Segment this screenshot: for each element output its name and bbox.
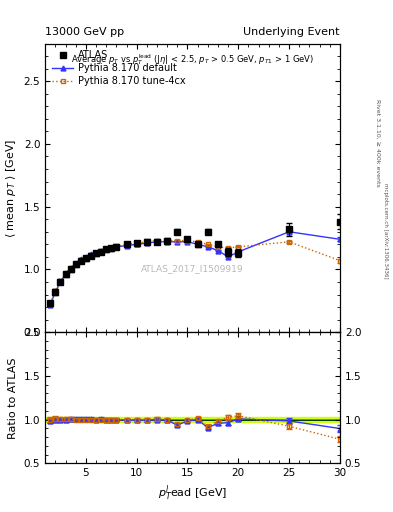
ATLAS (109, 245, 114, 251)
Text: 13000 GeV pp: 13000 GeV pp (45, 27, 124, 37)
Line: ATLAS: ATLAS (48, 219, 343, 306)
X-axis label: $p_T^l$ead [GeV]: $p_T^l$ead [GeV] (158, 484, 227, 503)
ATLAS (114, 244, 119, 250)
ATLAS (73, 261, 78, 267)
ATLAS (53, 289, 58, 295)
ATLAS (68, 266, 73, 272)
ATLAS (287, 226, 292, 232)
ATLAS (206, 229, 210, 235)
ATLAS (58, 279, 63, 285)
ATLAS (79, 258, 83, 264)
ATLAS (195, 241, 200, 247)
ATLAS (63, 271, 68, 278)
Text: Average $p_T$ vs $p_T^{\rm lead}$ ($|\eta|$ < 2.5, $p_T$ > 0.5 GeV, $p_{T1}$ > 1: Average $p_T$ vs $p_T^{\rm lead}$ ($|\et… (71, 52, 314, 67)
ATLAS (154, 239, 159, 245)
ATLAS (145, 239, 149, 245)
ATLAS (83, 255, 88, 261)
ATLAS (134, 240, 139, 246)
Text: mcplots.cern.ch [arXiv:1306.3436]: mcplots.cern.ch [arXiv:1306.3436] (383, 183, 387, 278)
ATLAS (338, 219, 342, 225)
ATLAS (236, 250, 241, 256)
ATLAS (185, 236, 190, 242)
ATLAS (99, 249, 103, 255)
ATLAS (124, 241, 129, 247)
Y-axis label: Ratio to ATLAS: Ratio to ATLAS (8, 357, 18, 438)
Legend: ATLAS, Pythia 8.170 default, Pythia 8.170 tune-4cx: ATLAS, Pythia 8.170 default, Pythia 8.17… (48, 47, 190, 90)
ATLAS (104, 246, 108, 252)
Bar (45, 417, 340, 422)
Text: Rivet 3.1.10, ≥ 400k events: Rivet 3.1.10, ≥ 400k events (375, 99, 380, 187)
ATLAS (216, 241, 220, 247)
Text: ATLAS_2017_I1509919: ATLAS_2017_I1509919 (141, 264, 244, 273)
Text: Underlying Event: Underlying Event (243, 27, 340, 37)
ATLAS (94, 250, 98, 256)
ATLAS (226, 249, 231, 255)
ATLAS (165, 238, 169, 244)
Y-axis label: $\langle$ mean $p_T$ $\rangle$ [GeV]: $\langle$ mean $p_T$ $\rangle$ [GeV] (4, 138, 18, 238)
ATLAS (48, 300, 53, 306)
ATLAS (175, 229, 180, 235)
ATLAS (88, 252, 93, 259)
